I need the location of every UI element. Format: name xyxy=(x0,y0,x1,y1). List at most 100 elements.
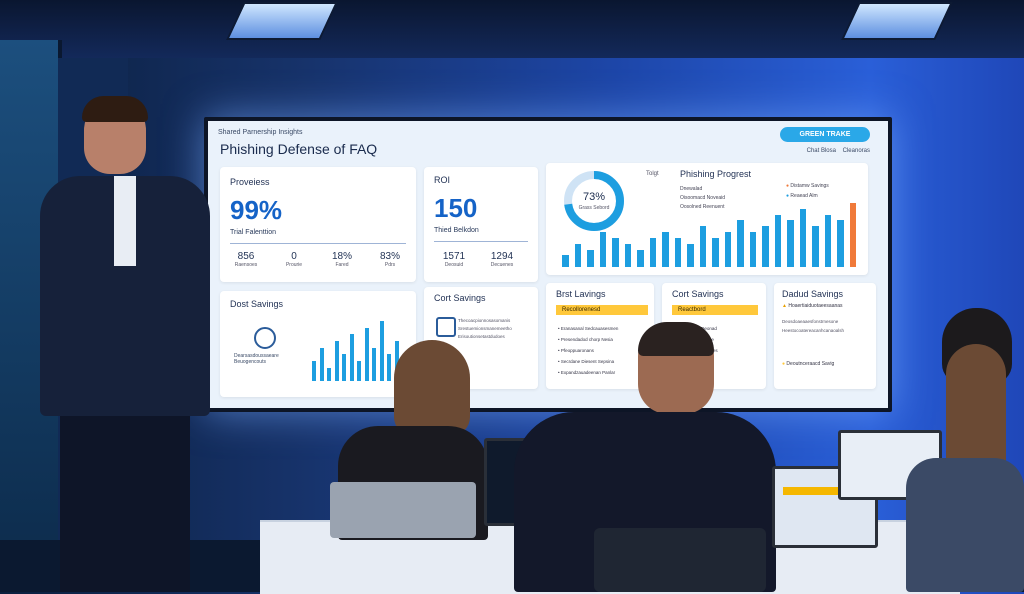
screen-title: Phishing Defense of FAQ xyxy=(220,141,378,157)
card-label: Proveiess xyxy=(230,177,270,187)
ceiling-light xyxy=(226,2,338,40)
card-sub: Thied Belkdon xyxy=(434,227,479,234)
presenter-trousers xyxy=(60,416,190,592)
chart-bar xyxy=(724,232,732,267)
screen-subtitle: Shared Parnership Insights xyxy=(218,129,303,136)
card-icon-text: Dearsasdoussaeare Beuogencouts xyxy=(234,353,279,365)
chart-bar xyxy=(649,237,657,267)
chart-bar xyxy=(849,203,857,267)
highlight-tag: Recollorenesd xyxy=(556,305,648,315)
chart-bar xyxy=(674,237,682,267)
sublink-2[interactable]: Cleanoras xyxy=(842,148,870,154)
card-list: • Eranasanal Sedcauasesmen • Presendadod … xyxy=(558,326,619,375)
stat: 856 Raensoes xyxy=(234,251,258,268)
card-label: Cort Savings xyxy=(672,289,724,299)
donut-value: 73% xyxy=(582,191,606,203)
chart-bar xyxy=(824,214,832,267)
card-label: ROI xyxy=(434,175,451,185)
document-icon xyxy=(436,317,456,337)
chart-bar xyxy=(364,327,369,381)
chart-legend: Dnewalad Oisoomacd Noveaid Oosolned Reenue… xyxy=(680,186,726,210)
stat: 1571 Deosuid xyxy=(442,251,466,268)
chart-bar xyxy=(637,249,644,267)
chart-bar xyxy=(837,220,844,267)
card-brst-lavings: Brst Lavings Recollorenesd • Eranasanal … xyxy=(546,283,654,389)
chart-bar xyxy=(787,220,794,267)
chart-bar xyxy=(624,243,632,267)
highlight-tag: Reactbord xyxy=(672,305,758,315)
chart-bar xyxy=(612,237,619,267)
chart-bar xyxy=(574,243,582,267)
screen-sublinks: Chat Blosa Cleanoras xyxy=(807,148,870,154)
attendee-right xyxy=(906,308,1024,592)
green-track-button[interactable]: GREEN TRAKE xyxy=(780,127,870,142)
attendee-hair xyxy=(394,340,470,436)
card-text: Thecoacpionnosasomanis Srestuemionsmaneme… xyxy=(458,318,512,339)
chart-bar xyxy=(379,321,384,381)
stat: 0 Prourie xyxy=(285,251,303,268)
savings-icon xyxy=(254,327,276,349)
chart-bar xyxy=(749,232,757,267)
laptop-banner xyxy=(783,487,867,495)
card-sub: Trial Falenttion xyxy=(230,229,277,236)
chart-bar xyxy=(712,237,719,267)
card-big-value: 99% xyxy=(230,195,283,225)
divider xyxy=(230,243,406,244)
chart-bar xyxy=(662,232,669,267)
office-chair xyxy=(594,528,766,592)
ceiling-light xyxy=(841,2,953,40)
chart-bar xyxy=(587,249,594,267)
chart-bar xyxy=(687,243,694,267)
laptop-back xyxy=(330,482,476,538)
laptop-screen-right xyxy=(772,466,878,548)
warning-icon: ▲ xyxy=(782,303,787,309)
bar-chart xyxy=(562,203,862,267)
chart-bar xyxy=(327,367,332,381)
attendee-man-hair xyxy=(638,322,714,356)
chart-bar xyxy=(562,255,569,267)
card-roi: ROI 150 Thied Belkdon 1571 Deosuid 1294 De… xyxy=(424,167,538,282)
wall-display: Shared Parnership Insights Phishing Defe… xyxy=(204,117,892,412)
card-phishing-progress: 73% Grass Sebord Tolgt Phishing Progrest… xyxy=(546,163,868,275)
donut-label: Tolgt xyxy=(646,171,659,177)
card-label: Dadud Savings xyxy=(782,289,844,299)
chart-bar xyxy=(774,214,782,267)
stat: 18% Fared xyxy=(331,251,352,268)
card-proveiess: Proveiess 99% Trial Falenttion 856 Raenso… xyxy=(220,167,416,282)
divider xyxy=(434,241,528,242)
presenter xyxy=(36,96,216,592)
chart-bar xyxy=(599,232,607,267)
chart-bar xyxy=(319,347,324,381)
card-label: Cort Savings xyxy=(434,293,486,303)
chart-bar xyxy=(762,226,769,267)
card-footer: ● Deoutnceraacd Savig xyxy=(782,361,835,367)
chart-bar xyxy=(312,361,317,381)
presenter-shirt xyxy=(114,176,136,266)
chart-bar xyxy=(334,341,339,381)
card-dost-savings: Dost Savings Dearsasdoussaeare Beuogenco… xyxy=(220,291,416,397)
donut-chart: 73% Grass Sebord xyxy=(562,169,626,233)
chart-bar xyxy=(699,226,707,267)
chart-title: Phishing Progrest xyxy=(680,169,752,179)
presenter-hair xyxy=(82,96,148,122)
donut-sub: Grass Sebord xyxy=(578,205,610,211)
chart-bar xyxy=(372,347,377,381)
attendee-right-top xyxy=(906,458,1024,592)
warning-line: ▲ Hoaertiaiduotaeesaanas xyxy=(782,303,843,309)
chart-bar xyxy=(357,361,362,381)
chart-legend-2: ● Distamw Savings ● Reaead Alm xyxy=(786,183,829,199)
chart-bar xyxy=(387,354,392,381)
stat: 83% Pdrs xyxy=(379,251,400,268)
stat: 1294 Decuenes xyxy=(490,251,514,268)
chart-bar xyxy=(349,334,354,381)
chart-bar xyxy=(342,354,347,381)
card-label: Dost Savings xyxy=(230,299,284,309)
card-big-value: 150 xyxy=(434,193,478,223)
sublink-1[interactable]: Chat Blosa xyxy=(806,148,836,154)
chart-bar xyxy=(737,220,744,267)
card-dadud-savings: Dadud Savings ▲ Hoaertiaiduotaeesaanas D… xyxy=(774,283,876,389)
chart-bar xyxy=(799,208,807,267)
card-text: Deosdoaeaaesfonstrnesone Heestocoatereaca… xyxy=(782,319,845,333)
card-label: Brst Lavings xyxy=(556,289,606,299)
ceiling xyxy=(0,0,1024,58)
